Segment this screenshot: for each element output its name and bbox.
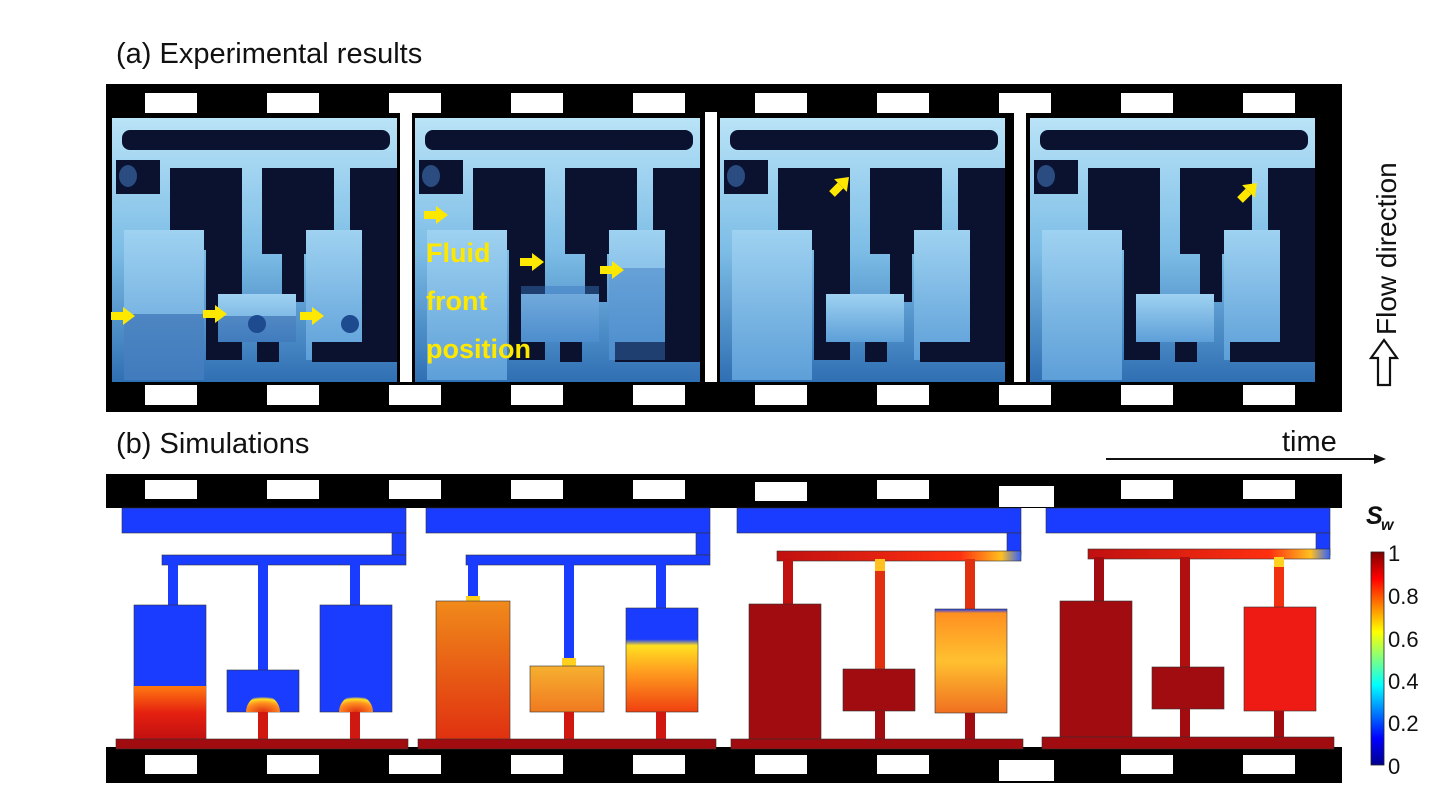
film-holes-a xyxy=(145,93,1295,405)
yellow-arrow-icon xyxy=(111,307,135,325)
sim-frame-3 xyxy=(730,507,1024,750)
panel-a-title: (a) Experimental results xyxy=(116,38,423,70)
yellow-arrow-icon xyxy=(600,261,624,279)
yellow-arrow-icon xyxy=(203,305,227,323)
colorbar-tick: 0 xyxy=(1388,754,1400,779)
up-arrow-icon xyxy=(1368,338,1400,387)
svg-text:Fluid: Fluid xyxy=(426,238,490,268)
colorbar-tick: 0.2 xyxy=(1388,711,1419,736)
sim-frame-4 xyxy=(1041,507,1335,750)
exp-frame-3 xyxy=(720,118,1005,382)
yellow-arrow-icon xyxy=(300,307,324,325)
svg-text:Flow direction: Flow direction xyxy=(1371,162,1402,335)
time-axis: time xyxy=(1106,426,1386,464)
exp-frame-2 xyxy=(415,118,700,382)
colorbar-tick: 1 xyxy=(1388,541,1400,566)
sim-frame-1 xyxy=(115,507,409,750)
yellow-arrow-icon xyxy=(424,206,448,224)
panel-b-title: (b) Simulations xyxy=(116,428,310,460)
colorbar-symbol: S xyxy=(1366,502,1383,530)
exp-frame-4 xyxy=(1030,118,1315,382)
svg-text:time: time xyxy=(1282,426,1337,458)
colorbar-tick: 0.6 xyxy=(1388,627,1419,652)
sim-frame-2 xyxy=(417,507,717,750)
colorbar-subscript: w xyxy=(1381,517,1395,534)
yellow-arrow-icon xyxy=(829,177,849,197)
yellow-arrow-icon xyxy=(1237,183,1257,203)
film-holes-b xyxy=(145,480,1295,781)
fluid-front-annotation: Fluid front position xyxy=(426,238,531,364)
svg-text:front: front xyxy=(426,286,487,316)
exp-frame-1 xyxy=(112,118,397,382)
svg-text:position: position xyxy=(426,334,531,364)
colorbar: S w 1 0.8 0.6 0.4 0.2 0 xyxy=(1366,502,1419,779)
yellow-arrow-icon xyxy=(520,253,544,271)
colorbar-tick: 0.8 xyxy=(1388,584,1419,609)
front-arrows xyxy=(111,177,1257,325)
flow-direction-label: Flow direction xyxy=(1368,162,1402,387)
colorbar-tick: 0.4 xyxy=(1388,669,1419,694)
